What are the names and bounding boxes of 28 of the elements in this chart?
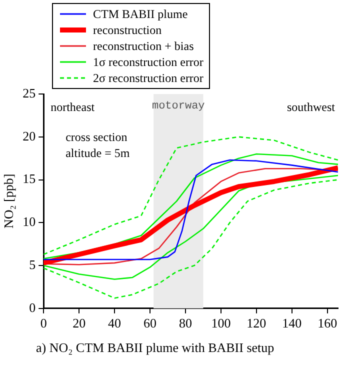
y-tick-label: 25 <box>22 85 36 100</box>
x-tick-label: 160 <box>318 316 338 331</box>
x-tick-label: 140 <box>282 316 302 331</box>
legend-label: 2σ reconstruction error <box>93 70 204 86</box>
annotation: southwest <box>287 100 336 114</box>
text: a) NO₂ CTM BABII plume with BABII setup <box>36 340 274 356</box>
y-tick-label: 20 <box>22 128 36 144</box>
y-tick-label: 0 <box>29 300 36 315</box>
x-tick-label: 0 <box>40 316 47 331</box>
line-series <box>44 179 338 299</box>
y-tick-label: 5 <box>29 256 36 272</box>
x-tick-label: 20 <box>72 316 86 331</box>
x-tick-label: 40 <box>108 316 122 331</box>
x-tick-label: 100 <box>211 316 231 331</box>
y-tick-label: 10 <box>22 214 36 230</box>
legend-label: 1σ reconstruction error <box>93 54 204 70</box>
x-tick-label: 60 <box>144 316 157 331</box>
annotation: cross section <box>66 130 128 144</box>
legend-label: reconstruction <box>93 22 162 38</box>
y-tick-label: 15 <box>22 171 36 186</box>
x-tick-label: 120 <box>246 316 266 331</box>
annotation: altitude = 5m <box>66 146 130 160</box>
legend-label: CTM BABII plume <box>93 6 188 22</box>
x-tick-label: 80 <box>178 316 192 331</box>
band-label: motorway <box>152 100 206 112</box>
annotation: northeast <box>50 100 96 114</box>
y-axis-title: NO₂ [ppb] <box>1 174 16 229</box>
legend-label: reconstruction + bias <box>93 38 194 54</box>
